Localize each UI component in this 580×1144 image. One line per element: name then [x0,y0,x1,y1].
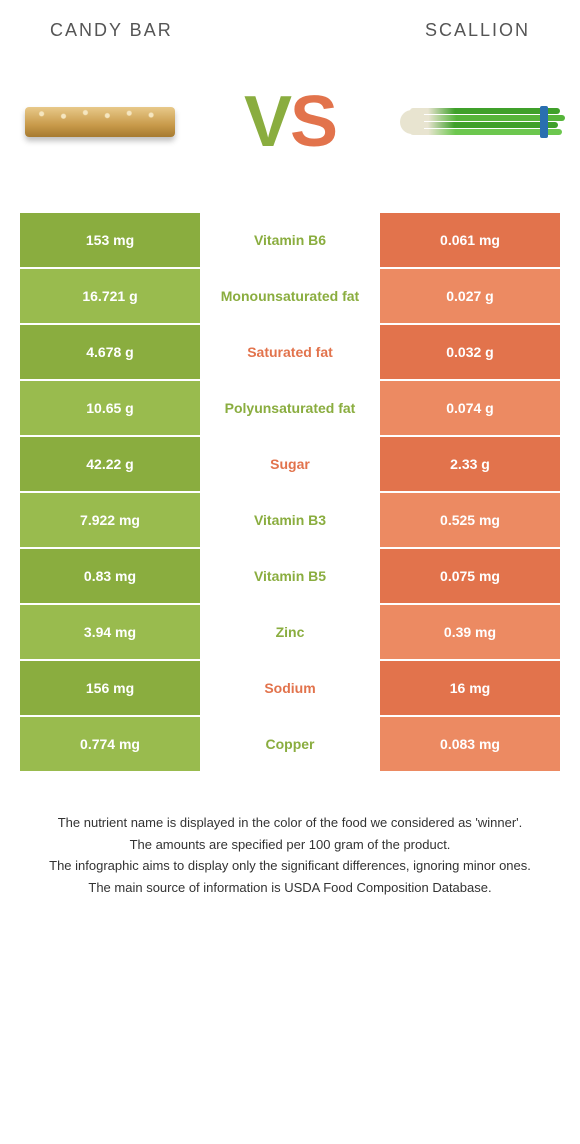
right-value: 0.075 mg [380,549,560,603]
footnote-line: The nutrient name is displayed in the co… [30,813,550,833]
left-value: 16.721 g [20,269,200,323]
left-value: 3.94 mg [20,605,200,659]
right-value: 0.061 mg [380,213,560,267]
title-left: CANDY BAR [50,20,173,41]
right-value: 0.032 g [380,325,560,379]
footnote-line: The amounts are specified per 100 gram o… [30,835,550,855]
left-value: 7.922 mg [20,493,200,547]
left-value: 0.774 mg [20,717,200,771]
vs-v: V [244,82,290,162]
left-value: 153 mg [20,213,200,267]
comparison-table: 153 mgVitamin B60.061 mg16.721 gMonounsa… [0,213,580,771]
footnote-line: The infographic aims to display only the… [30,856,550,876]
scallion-image [400,87,560,157]
table-row: 16.721 gMonounsaturated fat0.027 g [20,269,560,323]
nutrient-label: Copper [200,717,380,771]
table-row: 0.774 mgCopper0.083 mg [20,717,560,771]
nutrient-label: Vitamin B3 [200,493,380,547]
candy-bar-icon [25,107,175,137]
right-value: 0.074 g [380,381,560,435]
right-value: 0.39 mg [380,605,560,659]
nutrient-label: Saturated fat [200,325,380,379]
left-value: 42.22 g [20,437,200,491]
vs-s: S [290,82,336,162]
nutrient-label: Sugar [200,437,380,491]
left-value: 4.678 g [20,325,200,379]
scallion-icon [400,102,560,142]
table-row: 3.94 mgZinc0.39 mg [20,605,560,659]
nutrient-label: Monounsaturated fat [200,269,380,323]
header: CANDY BAR SCALLION [0,0,580,51]
table-row: 156 mgSodium16 mg [20,661,560,715]
candy-bar-image [20,87,180,157]
nutrient-label: Vitamin B6 [200,213,380,267]
footnote-line: The main source of information is USDA F… [30,878,550,898]
left-value: 0.83 mg [20,549,200,603]
table-row: 10.65 gPolyunsaturated fat0.074 g [20,381,560,435]
title-right: SCALLION [425,20,530,41]
table-row: 7.922 mgVitamin B30.525 mg [20,493,560,547]
right-value: 16 mg [380,661,560,715]
right-value: 0.083 mg [380,717,560,771]
right-value: 2.33 g [380,437,560,491]
nutrient-label: Polyunsaturated fat [200,381,380,435]
left-value: 10.65 g [20,381,200,435]
vs-label: VS [244,81,336,163]
vs-row: VS [0,51,580,213]
nutrient-label: Vitamin B5 [200,549,380,603]
footnote: The nutrient name is displayed in the co… [0,773,580,919]
table-row: 42.22 gSugar2.33 g [20,437,560,491]
left-value: 156 mg [20,661,200,715]
right-value: 0.027 g [380,269,560,323]
table-row: 4.678 gSaturated fat0.032 g [20,325,560,379]
nutrient-label: Zinc [200,605,380,659]
right-value: 0.525 mg [380,493,560,547]
table-row: 0.83 mgVitamin B50.075 mg [20,549,560,603]
table-row: 153 mgVitamin B60.061 mg [20,213,560,267]
nutrient-label: Sodium [200,661,380,715]
